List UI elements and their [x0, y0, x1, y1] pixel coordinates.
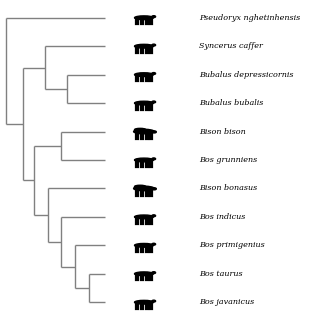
Ellipse shape — [152, 158, 156, 160]
Ellipse shape — [152, 300, 156, 302]
Text: Bos javanicus: Bos javanicus — [199, 298, 254, 306]
Text: Bubalus bubalis: Bubalus bubalis — [199, 99, 263, 107]
Text: Bos primigenius: Bos primigenius — [199, 241, 265, 249]
Text: Bos grunniens: Bos grunniens — [199, 156, 257, 164]
Ellipse shape — [134, 272, 153, 276]
Ellipse shape — [134, 101, 153, 105]
Ellipse shape — [134, 215, 153, 219]
Ellipse shape — [134, 73, 153, 76]
Text: Bison bison: Bison bison — [199, 128, 246, 136]
Ellipse shape — [134, 44, 153, 48]
Ellipse shape — [152, 44, 156, 46]
Ellipse shape — [152, 243, 156, 245]
Text: Bos taurus: Bos taurus — [199, 270, 243, 278]
Ellipse shape — [134, 300, 153, 304]
Ellipse shape — [152, 272, 156, 274]
Ellipse shape — [152, 16, 156, 18]
Text: Syncerus caffer: Syncerus caffer — [199, 42, 263, 50]
Ellipse shape — [152, 101, 156, 103]
Ellipse shape — [134, 185, 146, 188]
Ellipse shape — [152, 215, 156, 217]
Ellipse shape — [133, 186, 154, 191]
Text: Bos indicus: Bos indicus — [199, 213, 245, 221]
Ellipse shape — [134, 128, 146, 131]
Ellipse shape — [152, 188, 156, 190]
Ellipse shape — [134, 16, 153, 20]
Text: Bubalus depressicornis: Bubalus depressicornis — [199, 71, 293, 79]
Ellipse shape — [152, 73, 156, 75]
Text: Bison bonasus: Bison bonasus — [199, 184, 257, 192]
Ellipse shape — [134, 244, 153, 247]
Ellipse shape — [133, 129, 154, 134]
Ellipse shape — [134, 158, 153, 162]
Text: Pseudoryx nghetinhensis: Pseudoryx nghetinhensis — [199, 14, 300, 22]
Ellipse shape — [152, 131, 156, 133]
